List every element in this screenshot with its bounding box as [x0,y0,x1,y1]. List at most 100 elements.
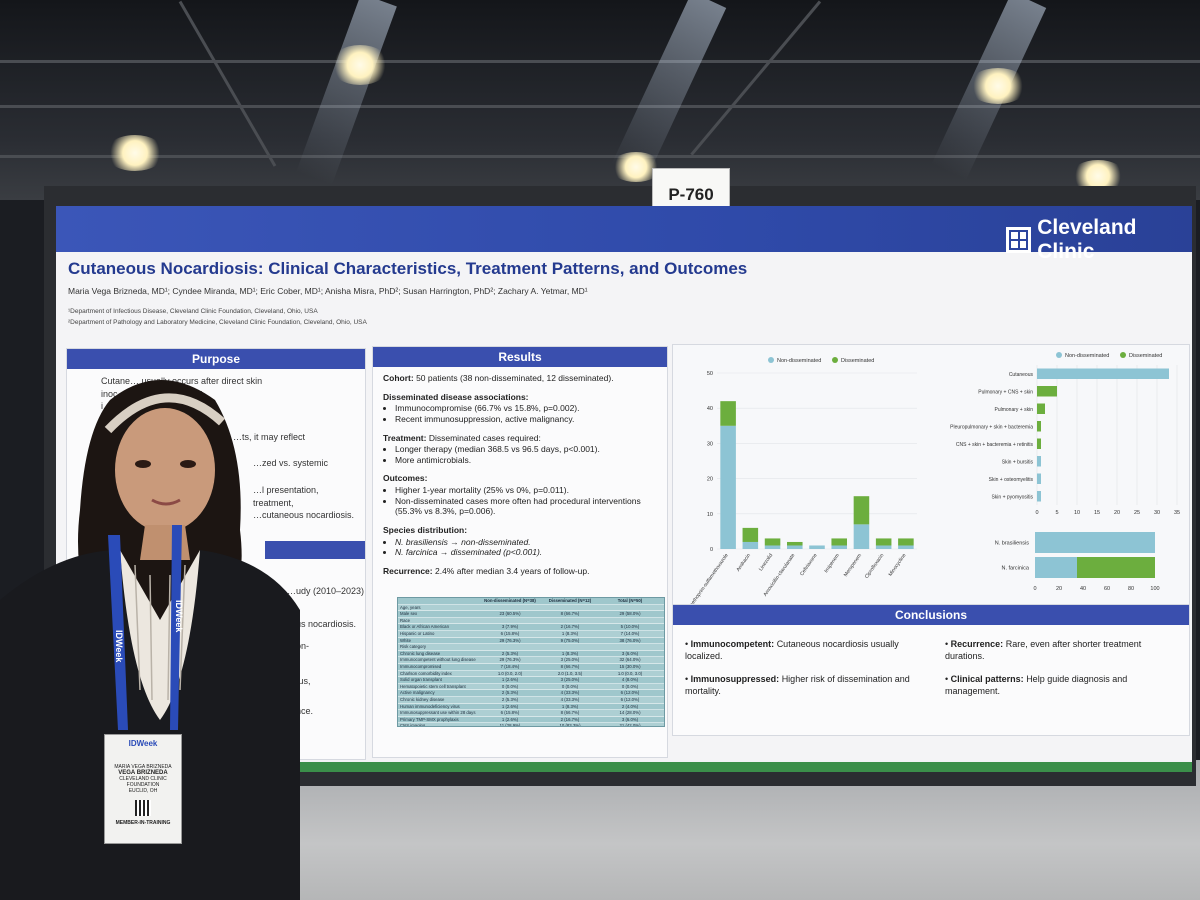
bar-disseminated [853,496,870,525]
table-cell: 3 (7.9%) [501,624,519,630]
y-tick-label: Skin + osteomyelitis [989,477,1034,483]
table-cell: 6 (15.8%) [500,710,520,716]
lanyard [108,525,182,730]
results-bullet: Immunocompromise (66.7% vs 15.8%, p=0.00… [395,403,657,414]
conclusion-text: Rare, even after shorter treatment durat… [945,639,1142,661]
table-cell: 6 (12.0%) [620,690,640,696]
badge-role: MEMBER-IN-TRAINING [115,820,171,826]
conclusion-label: Recurrence: [950,639,1004,649]
table-cell: 3 (6.0%) [621,650,639,656]
y-tick-label: 0 [710,547,713,553]
x-tick-label: 0 [1033,586,1036,592]
conclusion-item: • Immunosuppressed: Higher risk of disse… [685,674,910,697]
purpose-line: Cutane… usually occurs after direct skin [101,376,263,386]
table-row: Hispanic or Latino 6 (15.8%) 1 (8.3%) 7 (14… [398,630,664,638]
table-row: Solid organ transplant 1 (2.6%) 3 (25.0%) 4… [398,677,664,684]
conclusion-label: Clinical patterns: [950,674,1024,685]
y-tick-label: N. brasiliensis [995,541,1029,547]
brand-logo: Cleveland Clinic [1006,216,1192,264]
cleveland-clinic-logo-icon [1006,227,1032,253]
table-cell: 1 (8.3%) [561,703,579,709]
table-cell [398,598,480,604]
table-row: Human immunodeficiency virus 1 (2.6%) 1 (8… [398,704,664,711]
affiliation-1: ¹Department of Infectious Disease, Cleve… [68,308,318,315]
table-cell: 1 (2.6%) [501,716,519,722]
table-cell: 21 (42.0%) [619,723,641,727]
y-tick-label: 20 [707,477,713,483]
y-tick-label: Pulmonary + skin [995,407,1034,413]
table-cell: 9 (75.0%) [560,637,580,643]
table-cell: Hematopoietic stem cell transplant [400,683,466,689]
x-tick-label: 15 [1094,510,1100,516]
conclusion-text: Higher risk of dissemination and mortali… [685,674,910,697]
methods-heading-band [265,541,365,559]
bar-disseminated [1037,421,1041,432]
y-tick-label: 40 [707,406,713,412]
purpose-line: …ts, it may reflect [233,431,306,442]
truss [0,105,1200,108]
methods-line: …us nocardiosis. [287,618,357,629]
results-bullet: N. farcinica → disseminated (p<0.001). [395,547,657,558]
table-cell: Age, years [400,604,421,610]
y-tick-label: Skin + bursitis [1002,459,1034,465]
x-tick-label: 25 [1134,510,1140,516]
conclusion-item: • Recurrence: Rare, even after shorter t… [945,639,1142,661]
table-row: Chronic kidney disease 2 (5.3%) 4 (33.3%) 6… [398,696,664,704]
table-cell: 1 (2.6%) [501,677,519,683]
bar-non-disseminated [1037,473,1041,484]
badge-location: EUCLID, OH [128,788,158,794]
table-row: Immunosuppressant use within 28 days 6 (1… [398,710,664,717]
results-heading: Results [373,347,667,367]
poster-footer-band [296,762,1192,772]
treatment-text: Disseminated cases required: [428,432,541,443]
conclusion-label: Immunosuppressed: [690,674,780,685]
table-cell: Race [400,617,411,623]
affiliation-2: ²Department of Pathology and Laboratory … [68,319,367,326]
bar-disseminated [831,538,847,546]
table-row: Immunocompetent without lung disease 29 (… [398,657,664,664]
table-cell: Male sex [400,611,418,617]
y-tick-label: Cutaneous [1009,372,1034,378]
table-row: Charlson comorbidity index 1.0 (0.0, 2.0)… [398,670,664,678]
species-bar [1035,557,1077,578]
table-row: Black or African American 3 (7.9%) 2 (16.7… [398,624,664,631]
legend-marker [1120,352,1126,358]
methods-line: …nce. [287,706,314,717]
x-tick-label: 30 [1154,510,1160,516]
results-panel: Results Cohort: 50 patients (38 non-diss… [372,346,668,758]
legend-marker [832,357,838,363]
table-cell: 15 (30.0%) [619,663,641,669]
table-cell: Immunocompromised [400,663,442,669]
badge-name-1: MARIA VEGA BRIZNEDA [114,764,172,770]
table-row: Risk category [398,644,664,651]
table-cell [600,618,660,624]
brand-name: Cleveland Clinic [1037,216,1137,263]
truss [0,60,1200,63]
badge-name-2: VEGA BRIZNEDA [118,770,168,776]
table-cell [480,618,540,624]
presenter-face [115,408,215,532]
table-cell: Immunocompetent without lung disease [400,657,476,663]
bar-non-disseminated [742,541,759,549]
table-row: Active malignancy 2 (5.3%) 4 (33.3%) 6 (12.… [398,690,664,697]
conclusion-label: Immunocompetent: [690,639,775,649]
bar-disseminated [720,401,736,426]
table-row: Hematopoietic stem cell transplant 0 (0.0… [398,683,664,691]
table-cell [540,618,600,624]
species-bar-chart: 0 20 40 60 80 100 N. brasiliensis N. farcinica [931,520,1189,607]
table-cell: 4 (33.3%) [560,696,580,702]
conclusion-item: • Immunocompetent: Cutaneous nocardiosis… [685,639,899,661]
species-label: Species distribution: [383,524,468,535]
infection-site-bar-chart: Non-disseminated Disseminated 0 5 10 15 20 25 30… [931,345,1189,520]
table-cell: 1 (8.3%) [561,630,579,636]
chart-background [673,345,931,607]
table-cell: 29 (76.3%) [499,637,521,643]
table-cell: 8 (66.7%) [560,663,580,669]
table-row: Immunocompromised 7 (18.4%) 8 (66.7%) 15 (3… [398,664,664,671]
bar-disseminated [875,538,892,546]
table-cell: 11 (28.9%) [499,723,521,727]
table-cell: 2 (5.3%) [501,690,519,696]
conclusions-right: • Recurrence: Rare, even after shorter t… [945,639,1177,698]
y-tick-label: Skin + pyomyositis [991,494,1033,500]
x-tick-label: 100 [1150,586,1159,592]
